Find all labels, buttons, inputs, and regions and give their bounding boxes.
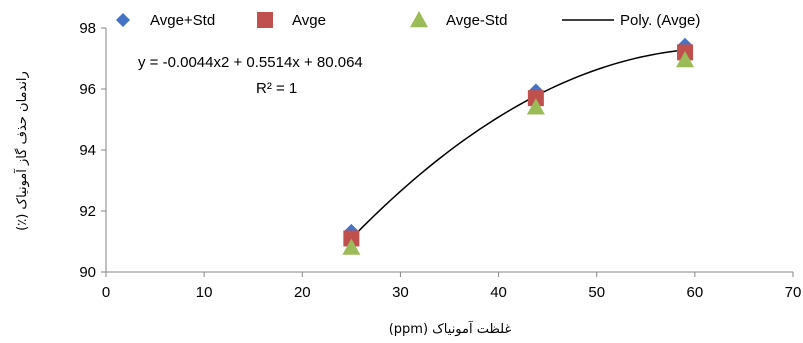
x-axis-title: غلظت آمونیاک (ppm) (389, 320, 512, 337)
y-tick-label: 92 (79, 203, 96, 220)
y-tick-label: 94 (79, 142, 96, 159)
legend-label: Avge-Std (446, 12, 507, 29)
x-tick-label: 10 (196, 284, 213, 301)
x-tick-label: 70 (785, 284, 802, 301)
y-axis-title: راندمان حذف گاز آمونیاک (٪) (13, 71, 30, 231)
axes: 90 92 94 96 98 0 10 20 30 40 50 60 70 (79, 20, 801, 301)
x-tick-label: 30 (392, 284, 409, 301)
legend-label: Avge+Std (150, 12, 215, 29)
x-tick-label: 40 (490, 284, 507, 301)
trendline-curve (350, 49, 686, 240)
legend-marker-avge-std (410, 11, 428, 28)
legend: Avge+Std Avge Avge-Std Poly. (Avge) (116, 11, 700, 29)
point-avge (343, 230, 360, 247)
x-tick-label: 60 (687, 284, 704, 301)
legend-label: Avge (292, 12, 326, 29)
r-squared-label: R² = 1 (256, 80, 297, 97)
y-tick-label: 96 (79, 81, 96, 98)
point-avge-std (676, 51, 695, 68)
point-avge-std (526, 98, 545, 115)
trendline-equation: y = -0.0044x2 + 0.5514x + 80.064 (138, 54, 363, 71)
x-tick-label: 50 (588, 284, 605, 301)
point-avge (527, 90, 544, 107)
legend-marker-avge (257, 12, 273, 28)
points-layer (342, 37, 695, 255)
x-tick-label: 20 (294, 284, 311, 301)
trendline-layer (350, 49, 686, 240)
y-tick-label: 90 (79, 264, 96, 281)
x-tick-label: 0 (102, 284, 110, 301)
y-tick-label: 98 (79, 20, 96, 37)
legend-marker-avge-std (116, 13, 130, 27)
legend-label: Poly. (Avge) (620, 12, 700, 29)
point-avge-std (342, 238, 361, 255)
